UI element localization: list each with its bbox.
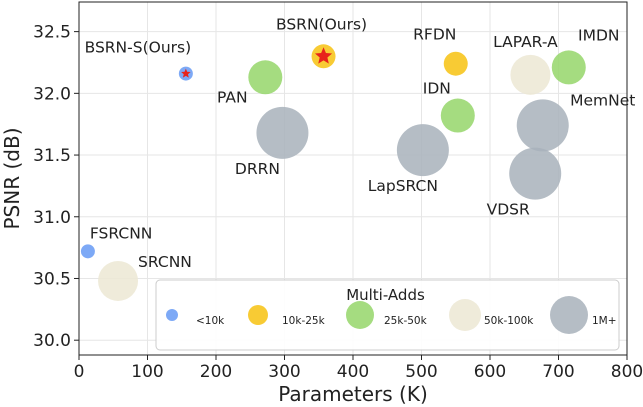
x-tick-label: 300 — [268, 362, 300, 382]
y-tick-label: 31.5 — [33, 146, 71, 166]
x-tick-label: 700 — [542, 362, 574, 382]
x-tick-label: 800 — [611, 362, 643, 382]
legend-marker-1m — [550, 296, 588, 334]
label-memnet: MemNet — [570, 91, 635, 109]
label-lapsrcn: LapSRCN — [368, 177, 438, 195]
point-drrn — [256, 106, 309, 159]
y-axis-title: PSNR (dB) — [0, 128, 24, 230]
point-memnet — [516, 99, 569, 152]
legend-marker-10k-25k — [248, 305, 268, 325]
label-pan: PAN — [217, 88, 248, 106]
label-lapar-a: LAPAR-A — [493, 33, 558, 51]
x-tick-label: 500 — [405, 362, 437, 382]
y-tick-label: 31.0 — [33, 208, 71, 228]
legend-label-1m: 1M+ — [592, 315, 617, 327]
point-rfdn — [443, 51, 468, 76]
x-axis-title: Parameters (K) — [278, 382, 428, 406]
label-bsrn-s-ours: BSRN-S(Ours) — [85, 39, 192, 57]
legend: Multi-Adds <10k 10k-25k 25k-50k 50k-100k 1M+ — [155, 279, 620, 351]
x-tick-label: 600 — [474, 362, 506, 382]
x-tick-label: 0 — [74, 362, 85, 382]
legend-label-25k-50k: 25k-50k — [384, 315, 428, 327]
plot-frame — [78, 1, 628, 356]
legend-marker-10k — [166, 309, 178, 321]
x-tick-label: 100 — [131, 362, 163, 382]
point-idn — [440, 98, 475, 133]
x-tick-label: 200 — [200, 362, 232, 382]
label-imdn: IMDN — [578, 26, 619, 44]
point-labels: BSRN-S(Ours) BSRN(Ours) RFDN LAPAR-A IMDN PAN… — [85, 15, 636, 271]
point-srcnn — [98, 260, 139, 301]
label-rfdn: RFDN — [413, 26, 456, 44]
y-tick-label: 32.0 — [33, 84, 71, 104]
label-srcnn: SRCNN — [138, 253, 192, 271]
point-lapar-a — [510, 54, 551, 95]
y-tick-label: 30.0 — [33, 331, 71, 351]
data-points — [80, 44, 586, 301]
point-lapsrcn — [396, 124, 449, 177]
axes: 0 100 200 300 400 500 600 700 800 30.0 30.5 31.0 31.… — [33, 1, 643, 382]
label-drrn: DRRN — [235, 160, 280, 178]
star-marker-bsrn-ours — [314, 47, 333, 64]
star-marker-bsrn-s-ours — [181, 68, 191, 78]
y-tick-label: 30.5 — [33, 269, 71, 289]
legend-label-50k-100k: 50k-100k — [484, 315, 534, 327]
legend-title: Multi-Adds — [346, 286, 425, 304]
point-fsrcnn — [80, 244, 95, 259]
point-vdsr — [509, 147, 562, 200]
legend-marker-25k-50k — [346, 301, 374, 329]
label-bsrn-ours: BSRN(Ours) — [276, 15, 367, 33]
label-idn: IDN — [423, 80, 451, 98]
x-tick-label: 400 — [337, 362, 369, 382]
legend-label-10k: <10k — [196, 315, 225, 327]
legend-label-10k-25k: 10k-25k — [282, 315, 326, 327]
legend-marker-50k-100k — [449, 299, 481, 331]
legend-box — [155, 279, 620, 351]
y-tick-label: 32.5 — [33, 23, 71, 43]
point-pan — [248, 60, 283, 95]
label-vdsr: VDSR — [487, 201, 530, 219]
point-imdn — [551, 50, 586, 85]
label-fsrcnn: FSRCNN — [90, 224, 153, 242]
